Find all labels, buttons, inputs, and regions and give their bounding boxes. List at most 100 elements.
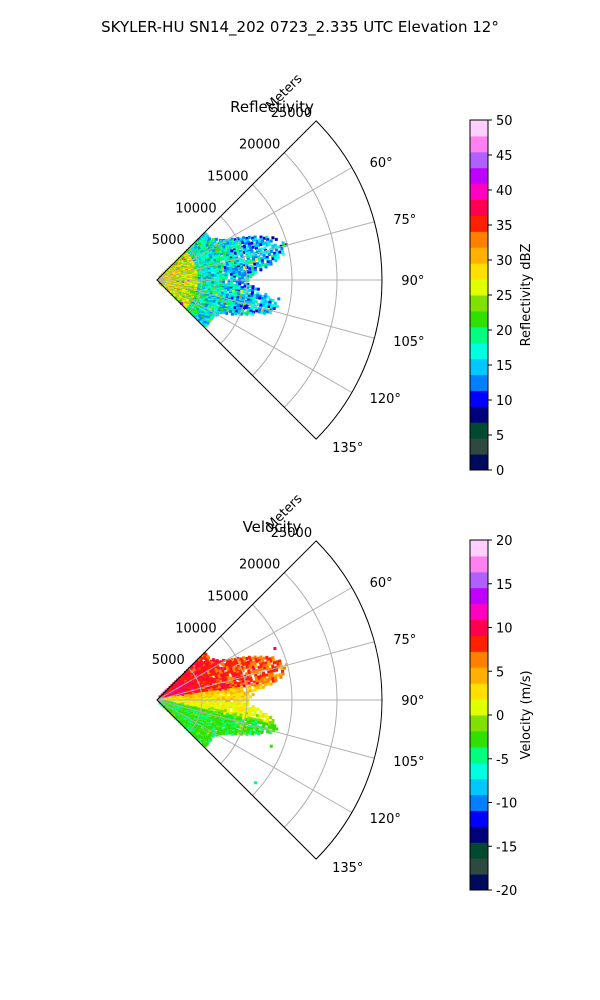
echo-cell: [205, 703, 209, 707]
echo-cell: [223, 687, 227, 691]
echo-cell: [254, 676, 258, 679]
azimuth-line: [156, 279, 353, 393]
echo-cell: [219, 258, 222, 262]
echo-cell: [257, 238, 261, 242]
echo-cell: [219, 284, 223, 288]
echo-cell: [203, 721, 207, 725]
echo-cell: [241, 680, 245, 684]
echo-cell: [244, 728, 248, 731]
echo-cell: [278, 250, 282, 254]
echo-cell: [248, 311, 252, 315]
echo-cell: [244, 678, 248, 682]
echo-cell: [234, 709, 238, 713]
sector-outline: [156, 540, 383, 860]
echo-cell: [242, 244, 246, 248]
echo-cell: [247, 662, 251, 666]
echo-cell: [250, 725, 254, 729]
echo-cell: [194, 714, 198, 718]
echo-cell: [235, 700, 239, 704]
echo-cell: [250, 293, 254, 297]
echo-cell: [274, 259, 278, 263]
echo-cell: [213, 240, 217, 244]
azimuth-tick-label: 75°: [393, 213, 416, 228]
echo-cell: [195, 317, 199, 320]
echo-cell: [245, 657, 249, 660]
echo-cell: [239, 715, 243, 719]
echo-cell: [235, 274, 239, 277]
echo-cell: [201, 654, 205, 658]
echo-cell: [259, 686, 263, 690]
echo-cell: [232, 705, 236, 709]
echo-cell: [272, 306, 276, 310]
colorbar-tick-label: 10: [496, 622, 513, 637]
echo-cell: [238, 729, 241, 733]
echo-cell: [210, 719, 214, 723]
echo-cell: [240, 709, 244, 713]
echo-cell: [249, 666, 253, 670]
echo-cell: [269, 744, 273, 748]
echo-cell: [243, 666, 247, 670]
echo-cell: [259, 268, 263, 272]
echo-cell: [246, 275, 250, 279]
echo-cell: [186, 307, 190, 311]
echo-cell: [260, 667, 264, 671]
echo-cell: [241, 677, 245, 681]
echo-cell: [253, 711, 257, 715]
echo-cell: [230, 716, 234, 720]
echo-cell: [249, 299, 253, 303]
echo-cell: [203, 669, 207, 673]
echo-cell: [230, 237, 234, 241]
echo-cell: [251, 291, 254, 295]
echo-cell: [230, 275, 234, 279]
echo-cell: [258, 240, 262, 244]
echo-cell: [197, 695, 201, 699]
echo-cell: [264, 295, 267, 299]
echo-cell: [225, 311, 229, 315]
echo-cell: [236, 263, 240, 267]
echo-cell: [252, 256, 255, 260]
echo-cell: [250, 250, 254, 254]
echo-cell: [204, 290, 208, 294]
echo-cell: [193, 291, 197, 294]
echo-cell: [260, 677, 264, 680]
echo-cell: [242, 295, 245, 299]
echo-cell: [211, 297, 214, 300]
echo-cell: [254, 722, 258, 726]
echo-cell: [223, 683, 227, 687]
echo-cell: [241, 729, 245, 732]
echo-cell: [194, 246, 198, 250]
echo-cell: [215, 711, 219, 715]
echo-cell: [222, 724, 226, 728]
echo-cell: [245, 672, 249, 676]
echo-cell: [236, 250, 240, 254]
echo-cell: [221, 257, 225, 261]
echo-cell: [266, 715, 270, 719]
echo-cell: [184, 725, 188, 729]
echo-cell: [218, 265, 222, 269]
colorbar-swatch: [470, 406, 488, 423]
echo-cell: [240, 302, 244, 306]
echo-cell: [254, 270, 258, 274]
colorbar-swatch: [470, 858, 488, 875]
echo-cell: [237, 267, 241, 270]
echo-cell: [223, 667, 227, 671]
echo-cell: [266, 260, 270, 264]
echo-cell: [260, 719, 264, 723]
echo-cell: [236, 714, 240, 718]
echo-cell: [218, 685, 222, 689]
echo-cell: [197, 738, 201, 742]
echo-cell: [267, 253, 271, 256]
echo-cell: [227, 670, 231, 674]
echo-cell: [254, 300, 258, 304]
echo-cell: [200, 731, 204, 735]
echo-cell: [241, 299, 245, 303]
echo-cell: [255, 727, 259, 731]
echo-cell: [255, 309, 259, 313]
echo-cell: [240, 665, 244, 669]
echo-cell: [229, 685, 232, 688]
echo-cell: [255, 718, 259, 722]
echo-cell: [229, 719, 233, 723]
echo-cell: [205, 275, 209, 279]
echo-cell: [246, 245, 249, 249]
